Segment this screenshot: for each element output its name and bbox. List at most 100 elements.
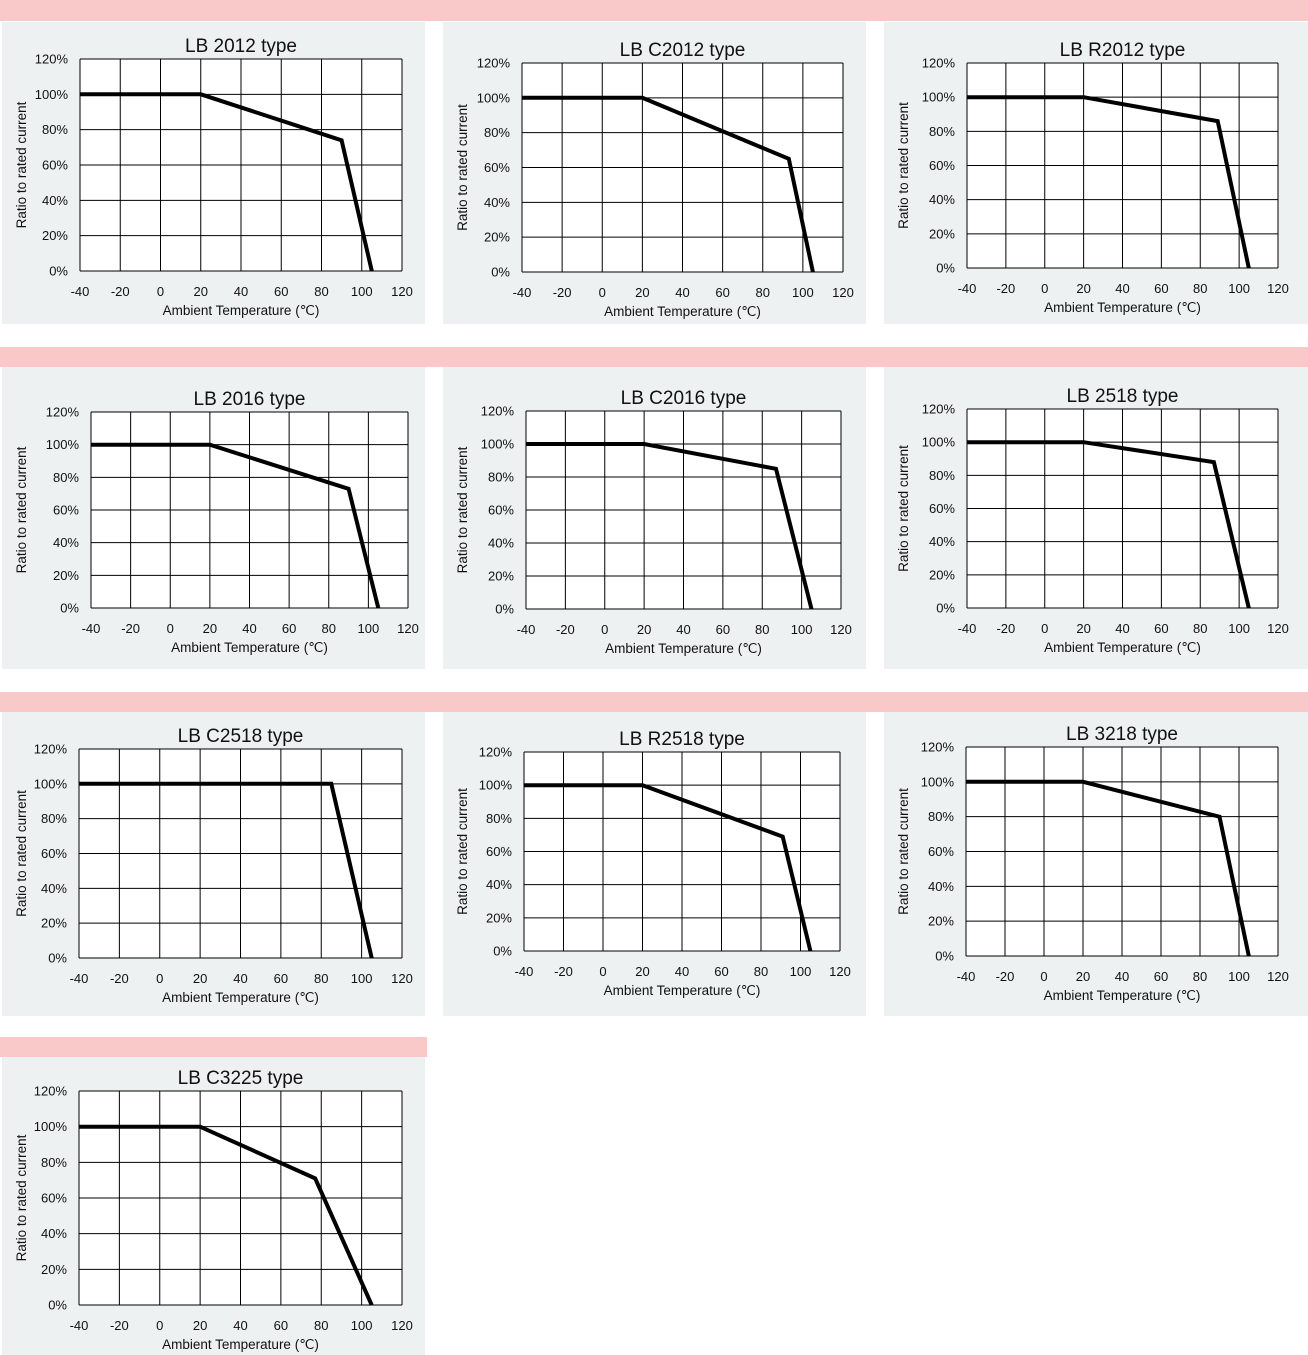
y-tick-label: 80% — [41, 811, 67, 826]
derating-curve — [79, 781, 374, 959]
y-tick-label: 60% — [42, 158, 68, 173]
x-tick-label: -20 — [556, 622, 575, 637]
x-tick-label: 20 — [194, 284, 208, 299]
x-tick-label: 80 — [755, 622, 769, 637]
y-tick-label: 0% — [935, 949, 954, 964]
y-tick-label: 40% — [41, 1226, 67, 1241]
chart-svg-5: -40 -20 0 20 40 60 80 100 120 0% 20% 40% 60% 80% 100% 1… — [455, 388, 852, 656]
y-tick-label: 100% — [35, 87, 69, 102]
chart-title: LB C2016 type — [621, 388, 747, 409]
y-tick-label: 40% — [488, 536, 514, 551]
chart-title: LB R2518 type — [619, 729, 745, 750]
x-tick-label: 120 — [391, 1318, 413, 1333]
chart-panel-8: -40 -20 0 20 40 60 80 100 120 0% 20% 40% 60% 80% 100% 1… — [443, 712, 866, 1016]
x-axis-label: Ambient Temperature (℃) — [171, 640, 328, 655]
x-tick-label: 60 — [282, 621, 296, 636]
x-axis-label: Ambient Temperature (℃) — [162, 1337, 319, 1352]
y-tick-label: 60% — [484, 160, 510, 175]
x-tick-label: 100 — [1228, 281, 1250, 296]
x-tick-label: 120 — [1267, 969, 1289, 984]
derating-curve — [966, 779, 1251, 957]
y-tick-label: 80% — [928, 809, 954, 824]
y-tick-label: 100% — [34, 776, 68, 791]
y-tick-label: 60% — [929, 501, 955, 516]
y-tick-label: 60% — [929, 158, 955, 173]
x-axis-label: Ambient Temperature (℃) — [605, 641, 762, 656]
chart-svg-7: -40 -20 0 20 40 60 80 100 120 0% 20% 40% 60% 80% 100% 1… — [14, 726, 413, 1005]
chart-title: LB R2012 type — [1060, 40, 1186, 61]
y-tick-label: 0% — [60, 601, 79, 616]
chart-panel-1: -40 -20 0 20 40 60 80 100 120 0% 20% 40% 60% 80% 100% 1… — [2, 22, 425, 324]
x-tick-label: -20 — [553, 285, 572, 300]
x-tick-label: 100 — [1228, 621, 1250, 636]
y-axis-label: Ratio to rated current — [14, 101, 29, 228]
y-tick-label: 0% — [936, 601, 955, 616]
x-tick-label: 40 — [233, 1318, 247, 1333]
chart-panel-4: -40 -20 0 20 40 60 80 100 120 0% 20% 40% 60% 80% 100% 1… — [2, 367, 425, 669]
chart-svg-9: -40 -20 0 20 40 60 80 100 120 0% 20% 40% 60% 80% 100% 1… — [896, 724, 1289, 1003]
chart-svg-6: -40 -20 0 20 40 60 80 100 120 0% 20% 40% 60% 80% 100% 1… — [896, 386, 1289, 655]
x-tick-label: 80 — [314, 1318, 328, 1333]
x-tick-label: 100 — [351, 284, 373, 299]
x-tick-label: -20 — [110, 1318, 129, 1333]
x-tick-label: 0 — [599, 964, 606, 979]
y-axis-label: Ratio to rated current — [455, 104, 470, 231]
x-tick-label: 80 — [756, 285, 770, 300]
x-tick-label: 0 — [1040, 969, 1047, 984]
chart-title: LB 2012 type — [185, 36, 297, 57]
x-tick-label: -40 — [957, 969, 976, 984]
x-tick-label: 40 — [676, 622, 690, 637]
y-tick-label: 20% — [488, 569, 514, 584]
x-tick-label: 0 — [1041, 281, 1048, 296]
x-tick-label: 20 — [635, 285, 649, 300]
y-tick-label: 40% — [41, 881, 67, 896]
y-tick-label: 120% — [34, 1084, 68, 1099]
chart-svg-4: -40 -20 0 20 40 60 80 100 120 0% 20% 40% 60% 80% 100% 1… — [14, 389, 419, 655]
x-tick-label: 60 — [714, 964, 728, 979]
x-axis-label: Ambient Temperature (℃) — [1044, 988, 1201, 1003]
y-tick-label: 100% — [922, 435, 956, 450]
x-tick-label: 80 — [314, 971, 328, 986]
x-tick-label: 20 — [637, 622, 651, 637]
x-tick-label: -40 — [517, 622, 536, 637]
chart-svg-8: -40 -20 0 20 40 60 80 100 120 0% 20% 40% 60% 80% 100% 1… — [455, 729, 851, 998]
x-tick-label: -40 — [515, 964, 534, 979]
y-tick-label: 120% — [922, 402, 956, 417]
y-tick-label: 100% — [481, 437, 515, 452]
y-tick-label: 60% — [486, 844, 512, 859]
y-tick-label: 100% — [34, 1119, 68, 1134]
x-axis-label: Ambient Temperature (℃) — [162, 990, 319, 1005]
y-tick-label: 120% — [35, 52, 69, 67]
y-tick-label: 0% — [491, 265, 510, 280]
x-tick-label: 40 — [234, 284, 248, 299]
x-axis-label: Ambient Temperature (℃) — [1044, 640, 1201, 655]
x-tick-label: -20 — [996, 621, 1015, 636]
y-tick-label: 80% — [41, 1155, 67, 1170]
x-tick-label: 20 — [203, 621, 217, 636]
x-tick-label: 120 — [830, 622, 852, 637]
x-tick-label: 40 — [1115, 969, 1129, 984]
chart-title: LB 2518 type — [1067, 386, 1179, 407]
y-tick-label: 20% — [929, 226, 955, 241]
x-tick-label: 80 — [314, 284, 328, 299]
y-tick-label: 40% — [929, 192, 955, 207]
x-tick-label: 100 — [358, 621, 380, 636]
y-axis-label: Ratio to rated current — [455, 788, 470, 915]
x-tick-label: 100 — [351, 971, 373, 986]
y-tick-label: 0% — [936, 261, 955, 276]
x-tick-label: 20 — [1076, 281, 1090, 296]
x-tick-label: 120 — [832, 285, 854, 300]
y-tick-label: 80% — [488, 470, 514, 485]
chart-title: LB C3225 type — [178, 1068, 304, 1089]
y-axis-label: Ratio to rated current — [455, 446, 470, 573]
x-tick-label: -40 — [70, 971, 89, 986]
y-tick-label: 60% — [41, 1191, 67, 1206]
x-tick-label: 40 — [233, 971, 247, 986]
y-tick-label: 40% — [53, 535, 79, 550]
y-tick-label: 100% — [479, 778, 513, 793]
x-tick-label: 80 — [754, 964, 768, 979]
x-tick-label: -20 — [996, 281, 1015, 296]
derating-curve — [522, 95, 815, 273]
y-tick-label: 100% — [477, 90, 511, 105]
y-tick-label: 40% — [484, 195, 510, 210]
